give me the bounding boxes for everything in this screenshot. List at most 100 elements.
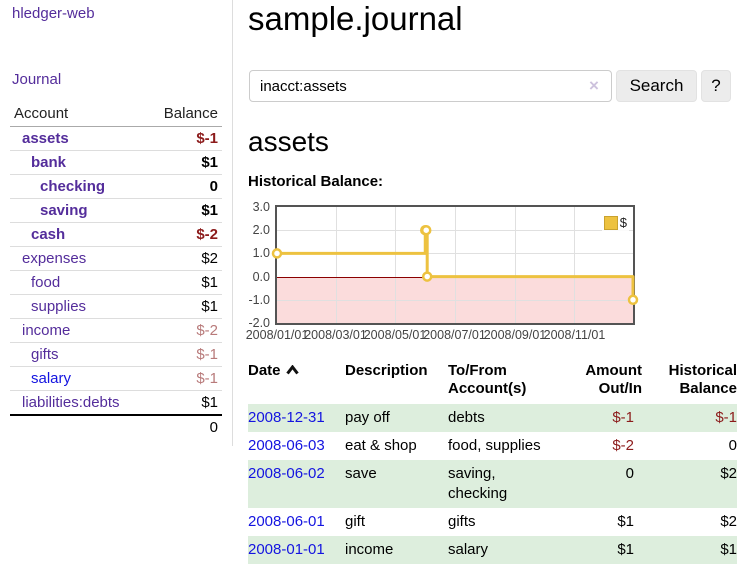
transaction-date-link[interactable]: 2008-06-02 [248,465,325,482]
transaction-balance: $2 [720,513,737,530]
account-balance: $1 [148,198,222,223]
account-balance: $-1 [148,342,222,367]
account-link[interactable]: salary [31,370,72,387]
transaction-amount: $1 [617,513,634,530]
data-point [271,248,283,259]
register-table: Date Description To/From Account(s) Amou… [248,358,737,564]
transaction-description: eat & shop [345,437,417,454]
register-row: 2008-06-02 save saving, checking 0 $2 [248,460,737,508]
account-link[interactable]: gifts [31,346,59,363]
historical-balance-chart: 3.0 2.0 1.0 0.0 -1.0 -2.0 $ 2008/01/01 2008/03… [240,200,742,348]
search-button[interactable]: Search [616,70,697,102]
clear-search-icon[interactable]: × [589,76,599,95]
balance-column-header: Historical Balance [668,362,737,397]
chart-heading: Historical Balance: [248,173,384,190]
sidebar-item-journal[interactable]: Journal [12,71,62,88]
transaction-date-link[interactable]: 2008-06-01 [248,513,325,530]
account-link[interactable]: supplies [31,298,87,315]
data-point [421,271,433,282]
chart-legend: $ [601,214,629,231]
account-row: cash $-2 [10,222,222,247]
transaction-balance: 0 [728,437,737,454]
register-row: 2008-06-03 eat & shop food, supplies $-2 0 [248,432,737,460]
chart-plot-area: $ [271,205,639,325]
transaction-description: gift [345,513,366,530]
register-row: 2008-01-01 income salary $1 $1 [248,536,737,564]
transaction-amount: $-1 [612,409,634,426]
account-link[interactable]: checking [40,178,106,195]
account-link[interactable]: cash [31,226,66,243]
account-name-cell: supplies [10,294,149,319]
y-tick-label: 1.0 [252,246,270,261]
account-name-cell: gifts [10,342,149,367]
accounts-total-value: 0 [148,414,222,439]
transaction-amount: $1 [617,541,634,558]
accounts-header-row: Account Balance [10,103,222,127]
account-link[interactable]: liabilities:debts [22,394,120,411]
horizontal-gridline [277,253,633,255]
x-tick-label: 2008/01/01 [245,328,309,342]
vertical-gridline [335,207,337,323]
transaction-amount: $-2 [612,437,634,454]
account-row: bank $1 [10,150,222,175]
account-balance: $1 [148,390,222,415]
chart-series-line [271,224,639,306]
account-link[interactable]: bank [31,154,67,171]
transaction-date-link[interactable]: 2008-12-31 [248,409,325,426]
account-heading: assets [248,126,329,157]
transaction-date-link[interactable]: 2008-01-01 [248,541,325,558]
account-name-cell: bank [10,150,149,175]
account-link[interactable]: food [31,274,61,291]
y-tick-label: -2.0 [248,316,270,330]
account-balance: $2 [148,246,222,271]
search-input[interactable] [249,70,612,102]
sort-ascending-icon [285,365,299,375]
balance-column-header: Balance [148,103,222,127]
transaction-balance: $-1 [715,409,737,426]
account-name-cell: liabilities:debts [10,390,149,415]
data-point [420,224,432,236]
account-balance: $-2 [148,222,222,247]
transaction-description: save [345,465,377,482]
app-title-link[interactable]: hledger-web [12,5,95,22]
date-column-header[interactable]: Date [248,358,345,404]
transaction-accounts: food, supplies [448,437,541,454]
register-header-row: Date Description To/From Account(s) Amou… [248,358,737,404]
vertical-gridline [574,207,576,323]
transaction-balance: $1 [720,541,737,558]
transaction-accounts: salary [448,541,489,558]
account-balance: $1 [148,270,222,295]
account-row: checking 0 [10,174,222,199]
account-name-cell: cash [10,222,149,247]
legend-label: $ [619,215,627,230]
x-tick-label: 2008/09/01 [483,328,547,342]
account-balance: 0 [148,174,222,199]
transaction-date-link[interactable]: 2008-06-03 [248,437,325,454]
account-row: supplies $1 [10,294,222,319]
account-link[interactable]: expenses [22,250,87,267]
vertical-gridline [514,207,516,323]
accounts-column-header: To/From Account(s) [448,362,527,397]
account-name-cell: salary [10,366,149,391]
transaction-description: pay off [345,409,390,426]
horizontal-gridline [277,299,633,301]
account-balance: $1 [148,294,222,319]
vertical-gridline [454,207,456,323]
page-title: sample.journal [248,0,463,37]
y-tick-label: -1.0 [248,292,270,307]
account-name-cell: assets [10,127,148,151]
account-link[interactable]: saving [40,202,88,219]
account-balance: $-1 [148,366,222,391]
account-link[interactable]: income [22,322,71,339]
help-button[interactable]: ? [701,70,731,102]
transaction-balance: $2 [720,465,737,482]
account-row: assets $-1 [10,127,222,151]
account-link[interactable]: assets [22,130,69,147]
account-row: income $-2 [10,318,222,343]
account-row: saving $1 [10,198,222,223]
y-tick-label: 3.0 [252,200,270,214]
register-row: 2008-06-01 gift gifts $1 $2 [248,508,737,536]
account-row: salary $-1 [10,366,222,391]
transaction-date-cell: 2008-12-31 [248,404,345,432]
description-column-header: Description [345,362,428,379]
